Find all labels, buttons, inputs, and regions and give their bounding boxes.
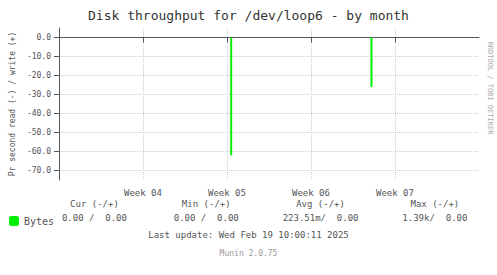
svg-text:1.39k/ 0.00: 1.39k/ 0.00 (402, 213, 467, 223)
svg-text:-50.0: -50.0 (27, 128, 51, 137)
svg-text:RRDTOOL / TOBI OETIKER: RRDTOOL / TOBI OETIKER (486, 42, 494, 136)
svg-text:Disk throughput for /dev/loop6: Disk throughput for /dev/loop6 - by mont… (88, 8, 409, 23)
svg-text:Week 07: Week 07 (376, 188, 414, 198)
svg-text:Week 05: Week 05 (208, 188, 246, 198)
svg-text:-10.0: -10.0 (27, 52, 51, 61)
svg-text:0.0: 0.0 (37, 33, 52, 42)
svg-text:-20.0: -20.0 (27, 71, 51, 80)
svg-text:Week 06: Week 06 (292, 188, 330, 198)
svg-text:0.00 / 0.00: 0.00 / 0.00 (174, 213, 239, 223)
svg-text:Munin 2.0.75: Munin 2.0.75 (220, 249, 278, 258)
svg-text:Avg (-/+): Avg (-/+) (296, 199, 345, 209)
svg-text:-40.0: -40.0 (27, 109, 51, 118)
svg-text:-60.0: -60.0 (27, 147, 51, 156)
svg-text:Max (-/+): Max (-/+) (410, 199, 459, 209)
svg-text:Bytes: Bytes (24, 216, 54, 227)
svg-text:0.00 / 0.00: 0.00 / 0.00 (62, 213, 127, 223)
svg-text:223.51m/ 0.00: 223.51m/ 0.00 (283, 213, 359, 223)
svg-text:Cur (-/+): Cur (-/+) (70, 199, 119, 209)
svg-text:Min (-/+): Min (-/+) (182, 199, 231, 209)
svg-text:Week 04: Week 04 (124, 188, 162, 198)
svg-text:Pr second read (-) / write (+): Pr second read (-) / write (+) (8, 32, 17, 177)
svg-text:-70.0: -70.0 (27, 166, 51, 175)
svg-text:Last update: Wed Feb 19 10:00:: Last update: Wed Feb 19 10:00:11 2025 (148, 230, 348, 240)
svg-text:-30.0: -30.0 (27, 90, 51, 99)
